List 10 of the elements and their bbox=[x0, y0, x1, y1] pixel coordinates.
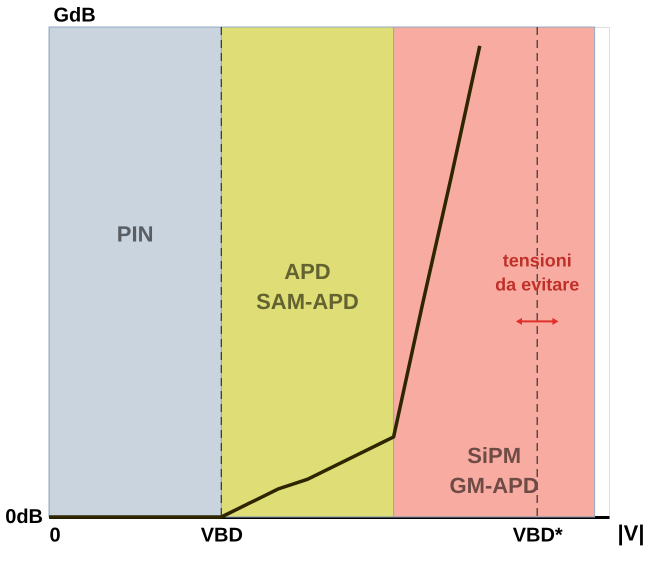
y-axis-title: GdB bbox=[54, 4, 96, 26]
x-tick-label: 0 bbox=[50, 524, 61, 546]
annotation: 0dB bbox=[5, 506, 43, 528]
annotation: APD SAM-APD bbox=[256, 259, 359, 314]
x-axis-title: |V| bbox=[618, 520, 644, 546]
annotation: tensioni da evitare bbox=[495, 250, 580, 294]
band-label: PIN bbox=[116, 221, 154, 246]
x-tick-label: VBD* bbox=[512, 524, 563, 546]
x-tick-label: VBD bbox=[200, 524, 243, 546]
annotation: SiPM GM-APD bbox=[450, 442, 539, 498]
